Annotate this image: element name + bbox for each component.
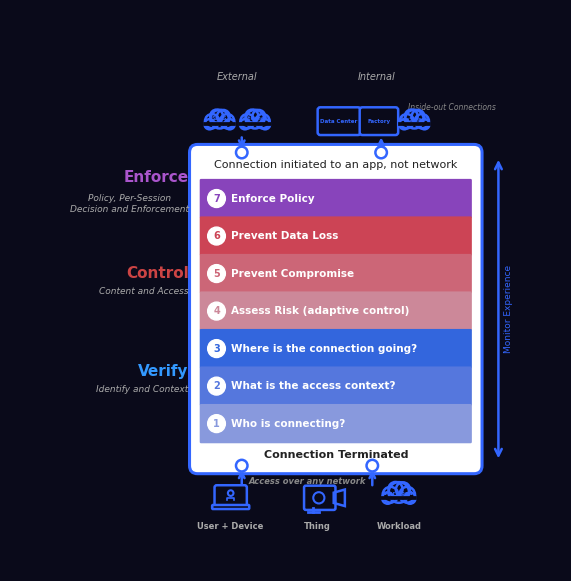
- Circle shape: [383, 487, 399, 503]
- Text: Access over any network: Access over any network: [248, 477, 366, 486]
- Bar: [240, 121, 270, 125]
- Text: 6: 6: [213, 231, 220, 241]
- Text: User + Device: User + Device: [198, 522, 264, 532]
- FancyBboxPatch shape: [304, 486, 336, 510]
- Text: Connection Terminated: Connection Terminated: [264, 450, 408, 460]
- Circle shape: [415, 114, 429, 128]
- FancyBboxPatch shape: [212, 505, 249, 509]
- FancyBboxPatch shape: [200, 216, 472, 256]
- Circle shape: [412, 110, 424, 123]
- Text: Workload: Workload: [384, 491, 413, 496]
- Circle shape: [382, 493, 393, 504]
- Circle shape: [256, 114, 270, 128]
- Text: Internal: Internal: [358, 72, 396, 83]
- Text: Where is the connection going?: Where is the connection going?: [231, 343, 417, 354]
- Text: 4: 4: [213, 306, 220, 316]
- Circle shape: [389, 482, 409, 503]
- FancyBboxPatch shape: [200, 254, 472, 293]
- Text: Identify and Context: Identify and Context: [96, 385, 188, 394]
- Bar: [382, 494, 416, 499]
- Circle shape: [399, 487, 415, 503]
- Circle shape: [217, 110, 230, 123]
- Circle shape: [260, 119, 270, 130]
- Text: Inside-out Connections: Inside-out Connections: [408, 103, 496, 112]
- Circle shape: [208, 227, 226, 245]
- Circle shape: [236, 460, 247, 471]
- Text: Prevent Data Loss: Prevent Data Loss: [231, 231, 339, 241]
- Circle shape: [367, 460, 378, 471]
- FancyBboxPatch shape: [200, 292, 472, 331]
- Circle shape: [396, 482, 410, 497]
- Text: Verify: Verify: [138, 364, 188, 379]
- Circle shape: [224, 119, 235, 130]
- Text: Workload: Workload: [376, 522, 421, 532]
- FancyBboxPatch shape: [200, 404, 472, 443]
- Circle shape: [208, 302, 226, 320]
- Text: 1: 1: [213, 419, 220, 429]
- Text: Monitor Experience: Monitor Experience: [504, 265, 513, 353]
- Bar: [204, 121, 235, 125]
- Text: Thing: Thing: [304, 522, 331, 532]
- Text: Factory: Factory: [367, 119, 391, 124]
- Circle shape: [208, 415, 226, 433]
- FancyBboxPatch shape: [190, 145, 482, 474]
- Text: Data Center: Data Center: [320, 119, 357, 124]
- Circle shape: [220, 114, 234, 128]
- Text: SaaS: SaaS: [212, 116, 227, 121]
- Text: 2: 2: [213, 381, 220, 391]
- Circle shape: [404, 493, 416, 504]
- Text: Assess Risk (adaptive control): Assess Risk (adaptive control): [231, 306, 409, 316]
- FancyBboxPatch shape: [200, 367, 472, 406]
- Text: External: External: [217, 72, 258, 83]
- FancyBboxPatch shape: [200, 179, 472, 218]
- Text: Control: Control: [126, 266, 188, 281]
- Circle shape: [236, 146, 247, 158]
- FancyBboxPatch shape: [200, 329, 472, 368]
- Text: What is the access context?: What is the access context?: [231, 381, 396, 391]
- Circle shape: [399, 119, 409, 130]
- FancyBboxPatch shape: [215, 485, 247, 508]
- Circle shape: [240, 119, 250, 130]
- Circle shape: [240, 114, 255, 128]
- Circle shape: [210, 110, 223, 123]
- Circle shape: [204, 119, 215, 130]
- Circle shape: [246, 110, 264, 128]
- Text: Internet: Internet: [243, 116, 268, 121]
- Circle shape: [208, 340, 226, 357]
- Text: 5: 5: [213, 268, 220, 278]
- Circle shape: [405, 110, 424, 128]
- Circle shape: [205, 114, 219, 128]
- Text: 7: 7: [213, 193, 220, 203]
- Circle shape: [388, 482, 403, 496]
- Circle shape: [375, 146, 387, 158]
- Circle shape: [208, 377, 226, 395]
- Text: Content and Access: Content and Access: [99, 286, 188, 296]
- Text: Connection initiated to an app, not network: Connection initiated to an app, not netw…: [214, 160, 457, 170]
- FancyBboxPatch shape: [360, 107, 398, 135]
- Circle shape: [252, 110, 265, 123]
- Circle shape: [210, 110, 229, 128]
- FancyBboxPatch shape: [317, 107, 360, 135]
- Circle shape: [419, 119, 429, 130]
- Circle shape: [405, 110, 418, 123]
- Text: Enforce: Enforce: [123, 170, 188, 185]
- Circle shape: [208, 264, 226, 282]
- Bar: [399, 121, 429, 125]
- Text: Enforce Policy: Enforce Policy: [231, 193, 315, 203]
- Text: SaaS/PaaS: SaaS/PaaS: [400, 116, 429, 121]
- Circle shape: [208, 189, 226, 207]
- Text: Prevent Compromise: Prevent Compromise: [231, 268, 354, 278]
- Text: 3: 3: [213, 343, 220, 354]
- Circle shape: [246, 110, 259, 123]
- Circle shape: [400, 114, 414, 128]
- Text: Policy, Per-Session
Decision and Enforcement: Policy, Per-Session Decision and Enforce…: [70, 194, 188, 214]
- Text: Who is connecting?: Who is connecting?: [231, 419, 345, 429]
